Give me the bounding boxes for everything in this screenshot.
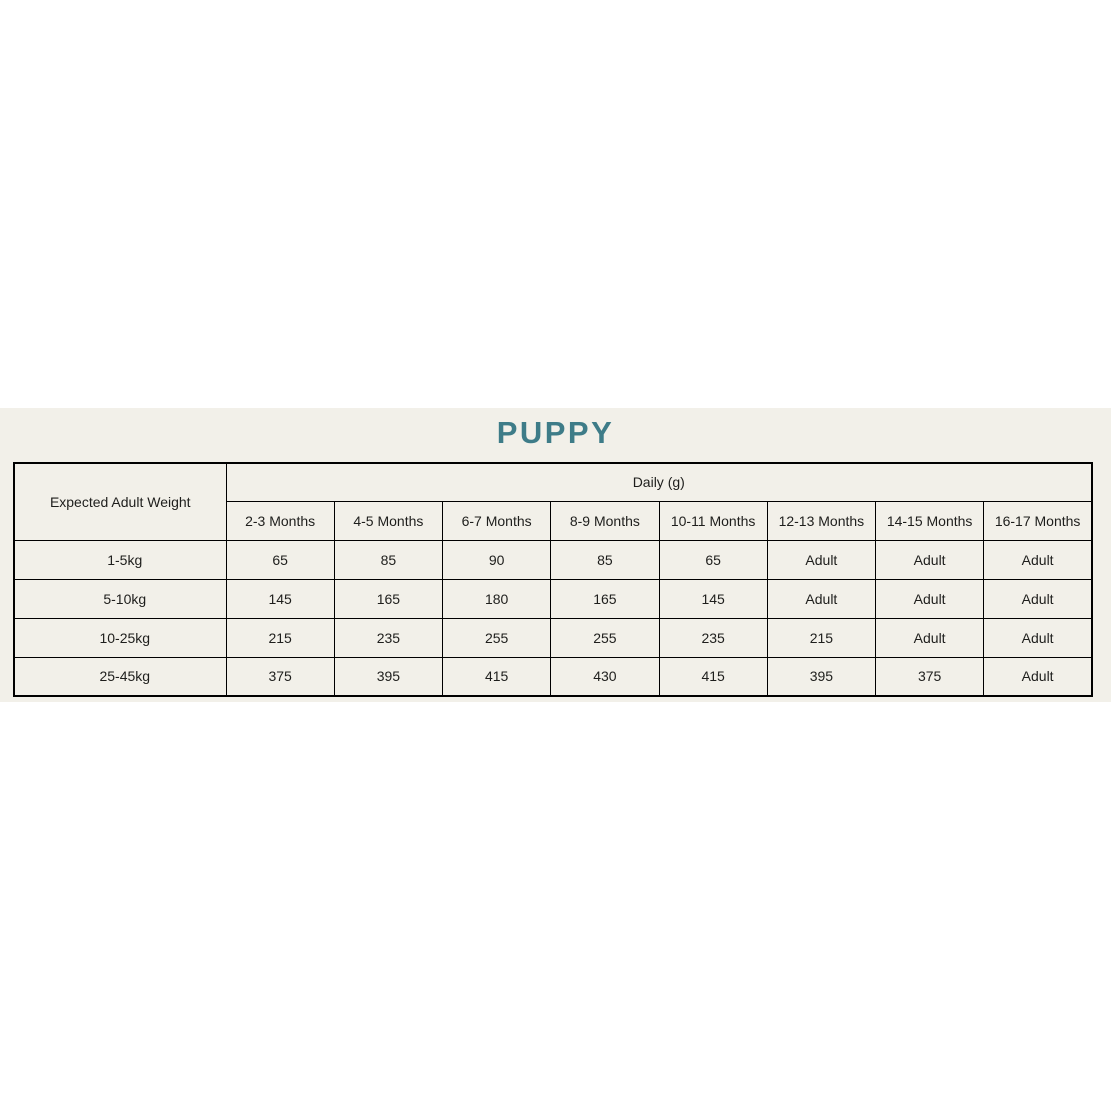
column-header-months: 6-7 Months [441,500,552,541]
table-row: 1-5kg 65 85 90 85 65 Adult Adult Adult [13,539,1093,580]
daily-amount-cell: Adult [874,539,985,580]
daily-amount-cell: 90 [441,539,552,580]
daily-amount-cell: 395 [766,656,877,697]
table-row-month-headers: 2-3 Months 4-5 Months 6-7 Months 8-9 Mon… [14,500,1093,541]
daily-amount-cell: 215 [766,617,877,658]
table-row: 5-10kg 145 165 180 165 145 Adult Adult A… [13,578,1093,619]
daily-amount-cell: 375 [874,656,985,697]
column-header-months: 2-3 Months [225,500,335,541]
daily-amount-cell: 145 [658,578,768,619]
group-header-daily-g: Daily (g) [225,462,1093,502]
column-header-months: 16-17 Months [983,500,1093,541]
daily-amount-cell: 180 [441,578,552,619]
daily-amount-cell: Adult [874,617,985,658]
daily-amount-cell: 65 [225,539,335,580]
daily-amount-cell: 235 [333,617,444,658]
corner-header-expected-adult-weight: Expected Adult Weight [13,462,227,541]
table-row: 25-45kg 375 395 415 430 415 395 375 Adul… [13,656,1093,697]
weight-range-label: 5-10kg [13,578,227,619]
page-title: PUPPY [496,415,615,450]
daily-amount-cell: Adult [983,578,1093,619]
daily-amount-cell: 255 [441,617,552,658]
daily-amount-cell: 65 [658,539,768,580]
daily-amount-cell: Adult [766,578,877,619]
column-header-months: 10-11 Months [658,500,768,541]
daily-amount-cell: 255 [550,617,660,658]
daily-amount-cell: Adult [983,656,1093,697]
daily-amount-cell: 165 [550,578,660,619]
feeding-guide-section: PUPPY Expected Adult Weight Daily (g) 2-… [0,408,1111,702]
weight-range-label: 1-5kg [13,539,227,580]
daily-amount-cell: Adult [983,617,1093,658]
daily-amount-cell: Adult [766,539,877,580]
daily-amount-cell: 395 [333,656,444,697]
daily-amount-cell: 415 [658,656,768,697]
daily-amount-cell: Adult [983,539,1093,580]
daily-amount-cell: 85 [550,539,660,580]
column-header-months: 12-13 Months [766,500,877,541]
daily-amount-cell: Adult [874,578,985,619]
daily-amount-cell: 235 [658,617,768,658]
daily-amount-cell: 165 [333,578,444,619]
daily-amount-cell: 215 [225,617,335,658]
daily-amount-cell: 375 [225,656,335,697]
table-row-group-header: Expected Adult Weight Daily (g) [13,462,1093,541]
table-row: 10-25kg 215 235 255 255 235 215 Adult Ad… [13,617,1093,658]
weight-range-label: 25-45kg [13,656,227,697]
feeding-guide-table: Expected Adult Weight Daily (g) 2-3 Mont… [13,462,1093,697]
daily-amount-cell: 145 [225,578,335,619]
column-header-months: 4-5 Months [333,500,444,541]
column-header-months: 14-15 Months [874,500,985,541]
daily-amount-cell: 415 [441,656,552,697]
weight-range-label: 10-25kg [13,617,227,658]
daily-amount-cell: 85 [333,539,444,580]
column-header-months: 8-9 Months [550,500,660,541]
daily-amount-cell: 430 [550,656,660,697]
